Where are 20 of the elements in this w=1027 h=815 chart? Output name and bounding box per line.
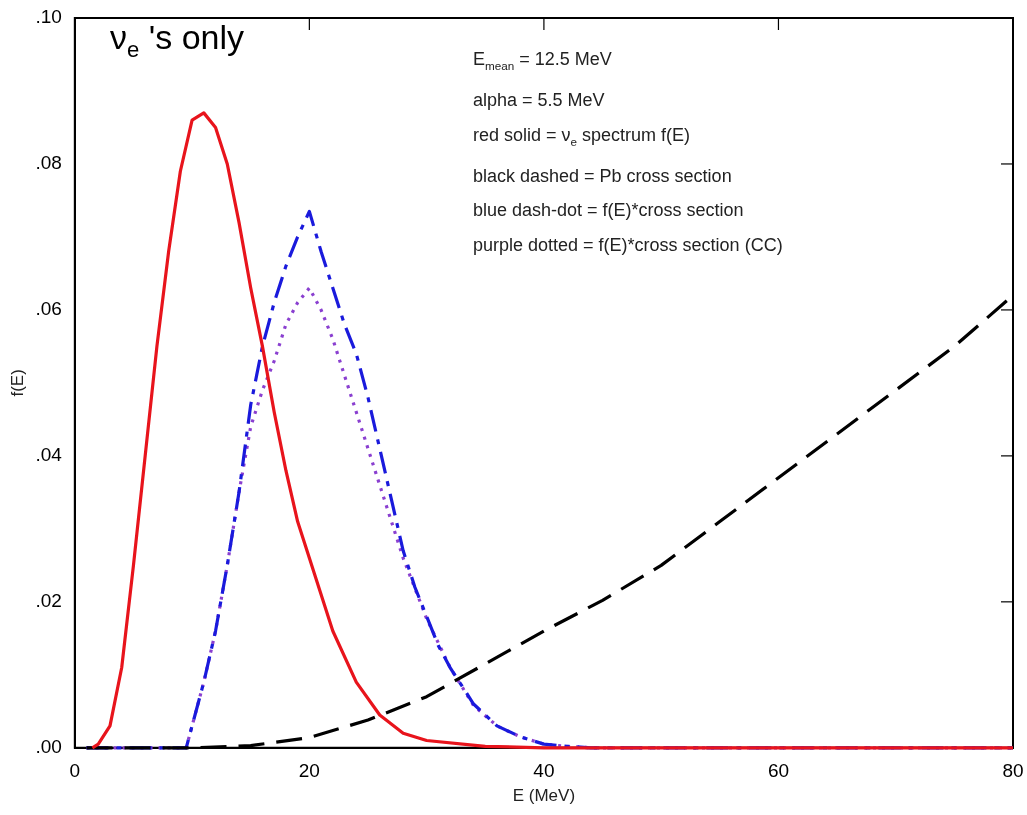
annotation: red solid = ν$_{e}$ spectrum f(E) [473, 123, 692, 150]
y-tick-label: .04 [35, 444, 63, 466]
y-axis-title: f(E) [7, 369, 27, 397]
y-tick-label: .06 [35, 298, 62, 320]
x-axis-title: E (MeV) [512, 786, 576, 806]
annotation: black dashed = Pb cross section [473, 164, 733, 188]
annotation: purple dotted = f(E)*cross section (CC) [473, 233, 783, 257]
y-tick-label: .10 [35, 6, 62, 28]
x-tick-label: 0 [69, 760, 81, 782]
y-tick-label: .00 [35, 736, 62, 758]
y-tick-label: .02 [35, 590, 62, 612]
annotation: blue dash-dot = f(E)*cross section [473, 199, 745, 223]
annotation: ν$_{e}$ 's only [110, 18, 245, 63]
x-tick-label: 80 [1002, 760, 1024, 782]
annotation: E$_{mean}$ = 12.5 MeV [473, 48, 613, 74]
x-tick-label: 60 [767, 760, 790, 782]
y-tick-label: .08 [35, 152, 62, 174]
x-tick-label: 20 [298, 760, 320, 782]
x-tick-label: 40 [533, 760, 555, 782]
annotation: alpha = 5.5 MeV [473, 89, 606, 113]
